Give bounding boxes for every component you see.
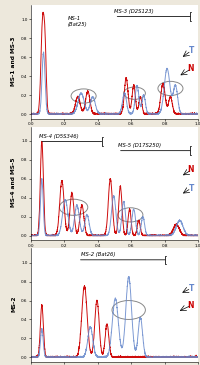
Text: T: T [188, 284, 194, 293]
Text: Sample 1: Sample 1 [178, 6, 197, 9]
Text: N: N [187, 301, 194, 310]
Text: T: T [188, 46, 194, 55]
Text: N: N [187, 165, 194, 174]
Text: Sample 3: Sample 3 [178, 249, 197, 253]
Text: MS-4 and MS-5: MS-4 and MS-5 [11, 158, 16, 207]
Text: MS-1
(Bat25): MS-1 (Bat25) [68, 16, 87, 27]
Text: MS-3 (D2S123): MS-3 (D2S123) [114, 9, 154, 14]
Text: Sample 2: Sample 2 [178, 127, 197, 131]
Text: MS-2 (Bat26): MS-2 (Bat26) [81, 253, 115, 257]
Text: N: N [187, 64, 194, 73]
Text: T: T [188, 184, 194, 193]
Text: MS-2: MS-2 [11, 296, 16, 312]
Text: MS-1 and MS-3: MS-1 and MS-3 [11, 36, 16, 85]
Text: MS-4 (D5S346): MS-4 (D5S346) [39, 134, 79, 139]
Text: MS-5 (D17S250): MS-5 (D17S250) [118, 143, 161, 148]
